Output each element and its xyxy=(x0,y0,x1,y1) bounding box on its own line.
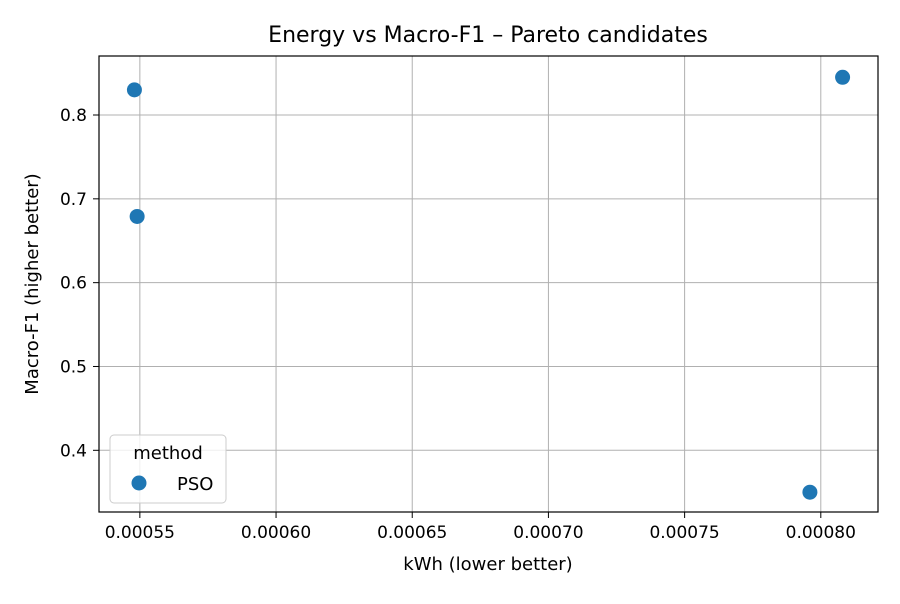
x-tick-label: 0.00080 xyxy=(786,523,856,543)
x-tick-label: 0.00055 xyxy=(105,523,175,543)
legend-entry-pso: PSO xyxy=(177,474,213,495)
data-point-pso xyxy=(126,82,142,98)
axis-ticks: 0.00055 0.00060 0.00065 0.00070 0.00075 0.000… xyxy=(60,106,856,543)
y-tick-label: 0.8 xyxy=(60,106,87,126)
y-tick-label: 0.6 xyxy=(60,274,87,294)
y-axis-label: Macro-F1 (higher better) xyxy=(22,173,43,394)
x-axis-label: kWh (lower better) xyxy=(403,554,572,575)
y-tick-label: 0.4 xyxy=(60,441,87,461)
plot-frame xyxy=(98,55,879,513)
data-point-pso xyxy=(129,208,145,224)
y-tick-label: 0.7 xyxy=(60,190,87,210)
y-tick-label: 0.5 xyxy=(60,357,87,377)
data-point-pso xyxy=(802,484,818,500)
chart-title: Energy vs Macro-F1 – Pareto candidates xyxy=(268,23,708,48)
x-tick-label: 0.00070 xyxy=(513,523,583,543)
data-points xyxy=(126,69,851,500)
x-tick-label: 0.00060 xyxy=(241,523,311,543)
legend-title: method xyxy=(133,443,203,464)
x-tick-label: 0.00065 xyxy=(377,523,447,543)
data-point-pso xyxy=(835,69,851,85)
legend-marker-pso xyxy=(131,475,147,491)
grid-lines xyxy=(99,56,878,512)
legend: method PSO xyxy=(109,434,227,504)
x-tick-label: 0.00075 xyxy=(649,523,719,543)
